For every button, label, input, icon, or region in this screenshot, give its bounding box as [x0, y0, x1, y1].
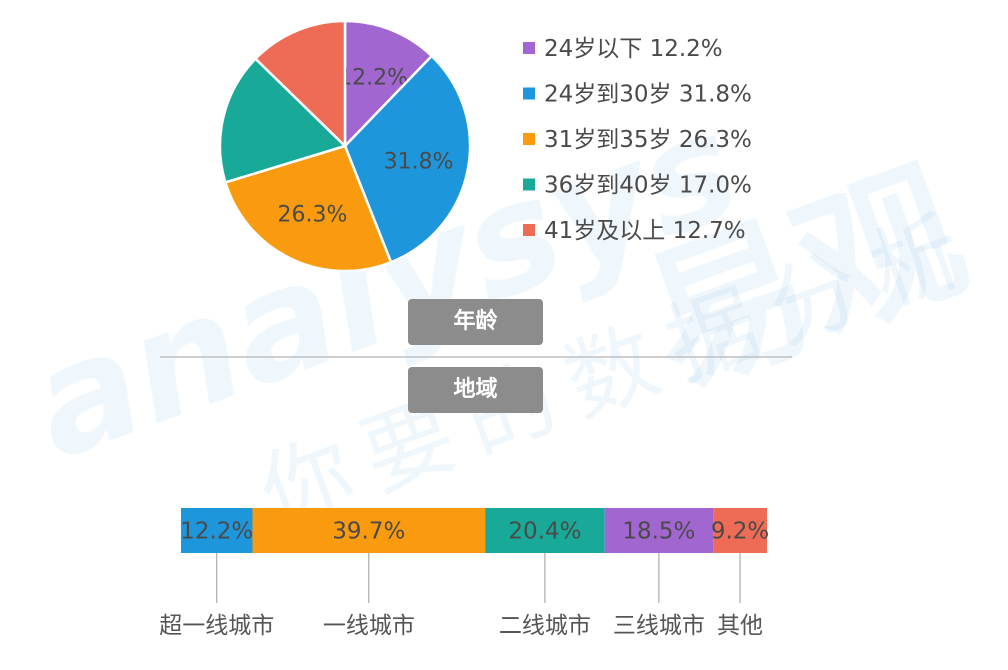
bar-segment-label-4: 18.5% [622, 519, 695, 545]
pie-slice-3 [223, 144, 393, 273]
legend-item-1: 24岁以下 12.2% [544, 36, 723, 62]
pie-slice-1 [343, 19, 434, 150]
legend-swatch-3 [523, 133, 535, 145]
region-section-title: 地域 [408, 367, 543, 413]
bar-segment-2 [252, 508, 486, 553]
age-pie-chart: 12.2% 31.8% 26.3% [218, 19, 472, 273]
bar-category-label-4: 三线城市 [613, 613, 705, 639]
legend-swatch-4 [523, 178, 535, 191]
pie-slice-2 [343, 54, 472, 264]
legend-item-4: 36岁到40岁 17.0% [544, 173, 752, 199]
pie-slice-label-3: 26.3% [277, 203, 347, 228]
pie-slice-4 [218, 56, 348, 184]
legend-item-2: 24岁到30岁 31.8% [544, 82, 752, 108]
bar-segment-label-1: 12.2% [180, 519, 253, 545]
bar-category-label-2: 一线城市 [323, 613, 415, 639]
pie-slice-label-1: 12.2% [338, 65, 408, 90]
legend-swatch-2 [523, 87, 535, 100]
bar-category-label-1: 超一线城市 [159, 613, 274, 639]
bar-category-label-5: 其他 [717, 613, 763, 639]
bar-segment-label-5: 9.2% [711, 519, 769, 545]
legend-swatch-5 [523, 224, 535, 236]
bar-segment-5 [713, 508, 767, 553]
bar-segment-4 [604, 508, 714, 553]
bar-segment-3 [485, 508, 605, 553]
bar-segment-label-3: 20.4% [508, 519, 581, 545]
bar-category-label-3: 二线城市 [499, 613, 591, 639]
pie-slice-label-2: 31.8% [384, 150, 454, 175]
legend-item-5: 41岁及以上 12.7% [544, 218, 746, 244]
bar-segment-1 [181, 508, 253, 553]
legend-item-3: 31岁到35岁 26.3% [544, 127, 752, 153]
region-stacked-bar: 12.2% 超一线城市 39.7% 一线城市 20.4% 二线城市 18.5% 三线城市 9.2… [159, 508, 769, 639]
age-section-title: 年龄 [408, 299, 543, 345]
pie-slice-5 [253, 19, 347, 149]
legend-swatch-1 [523, 42, 535, 54]
age-legend: 24岁以下 12.2% 24岁到30岁 31.8% 31岁到35岁 26.3% 36岁… [523, 36, 752, 244]
bar-segment-label-2: 39.7% [332, 519, 405, 545]
